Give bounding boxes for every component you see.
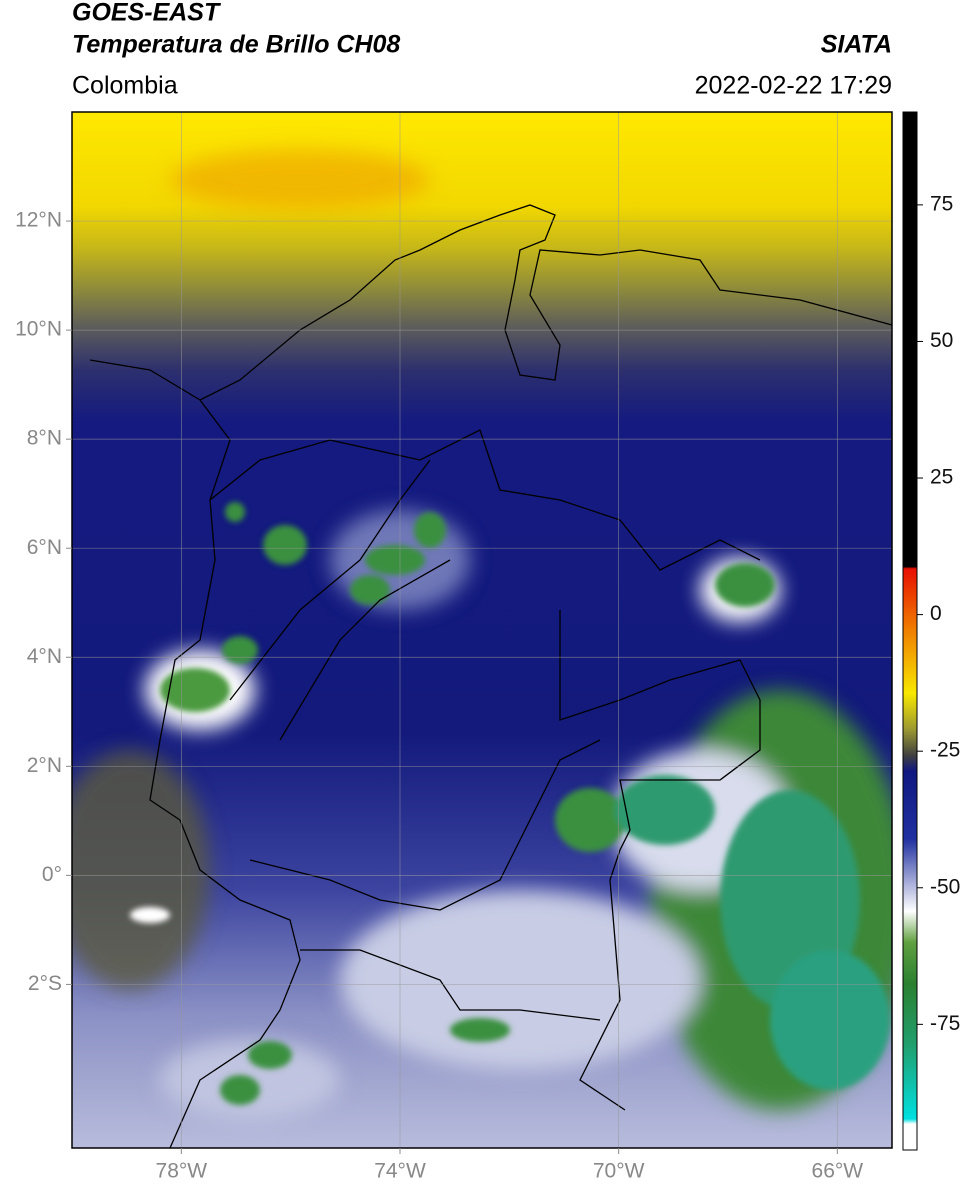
colorbar [902, 111, 918, 1151]
region: Colombia [72, 72, 178, 100]
y-tick-label: 2°N [27, 754, 62, 777]
y-tick-label: 10°N [15, 318, 62, 341]
x-tick-label: 78°W [156, 1160, 208, 1183]
colorbar-tick-label: 0 [930, 602, 942, 625]
colorbar-tick-label: -75 [930, 1012, 960, 1035]
map-frame [71, 111, 893, 1149]
y-tick-label: 8°N [27, 427, 62, 450]
colorbar-tick-label: 50 [930, 329, 953, 352]
colorbar-tick-label: 75 [930, 192, 953, 215]
x-tick-label: 70°W [593, 1160, 645, 1183]
y-tick-label: 4°N [27, 645, 62, 668]
colorbar-tick-label: -50 [930, 875, 960, 898]
title: GOES-EAST [72, 0, 222, 27]
y-tick-label: 6°N [27, 536, 62, 559]
source: SIATA [821, 31, 892, 59]
colorbar-tick-label: -25 [930, 739, 960, 762]
subtitle: Temperatura de Brillo CH08 [72, 31, 400, 59]
y-tick-label: 2°S [28, 972, 62, 995]
x-tick-label: 74°W [374, 1160, 426, 1183]
colorbar-tick-label: 25 [930, 466, 953, 489]
imagery [72, 112, 892, 1148]
datetime: 2022-02-22 17:29 [695, 72, 892, 100]
grid [72, 112, 892, 1148]
x-tick-label: 66°W [812, 1160, 864, 1183]
y-tick-label: 0° [42, 863, 62, 886]
y-tick-label: 12°N [15, 209, 62, 232]
